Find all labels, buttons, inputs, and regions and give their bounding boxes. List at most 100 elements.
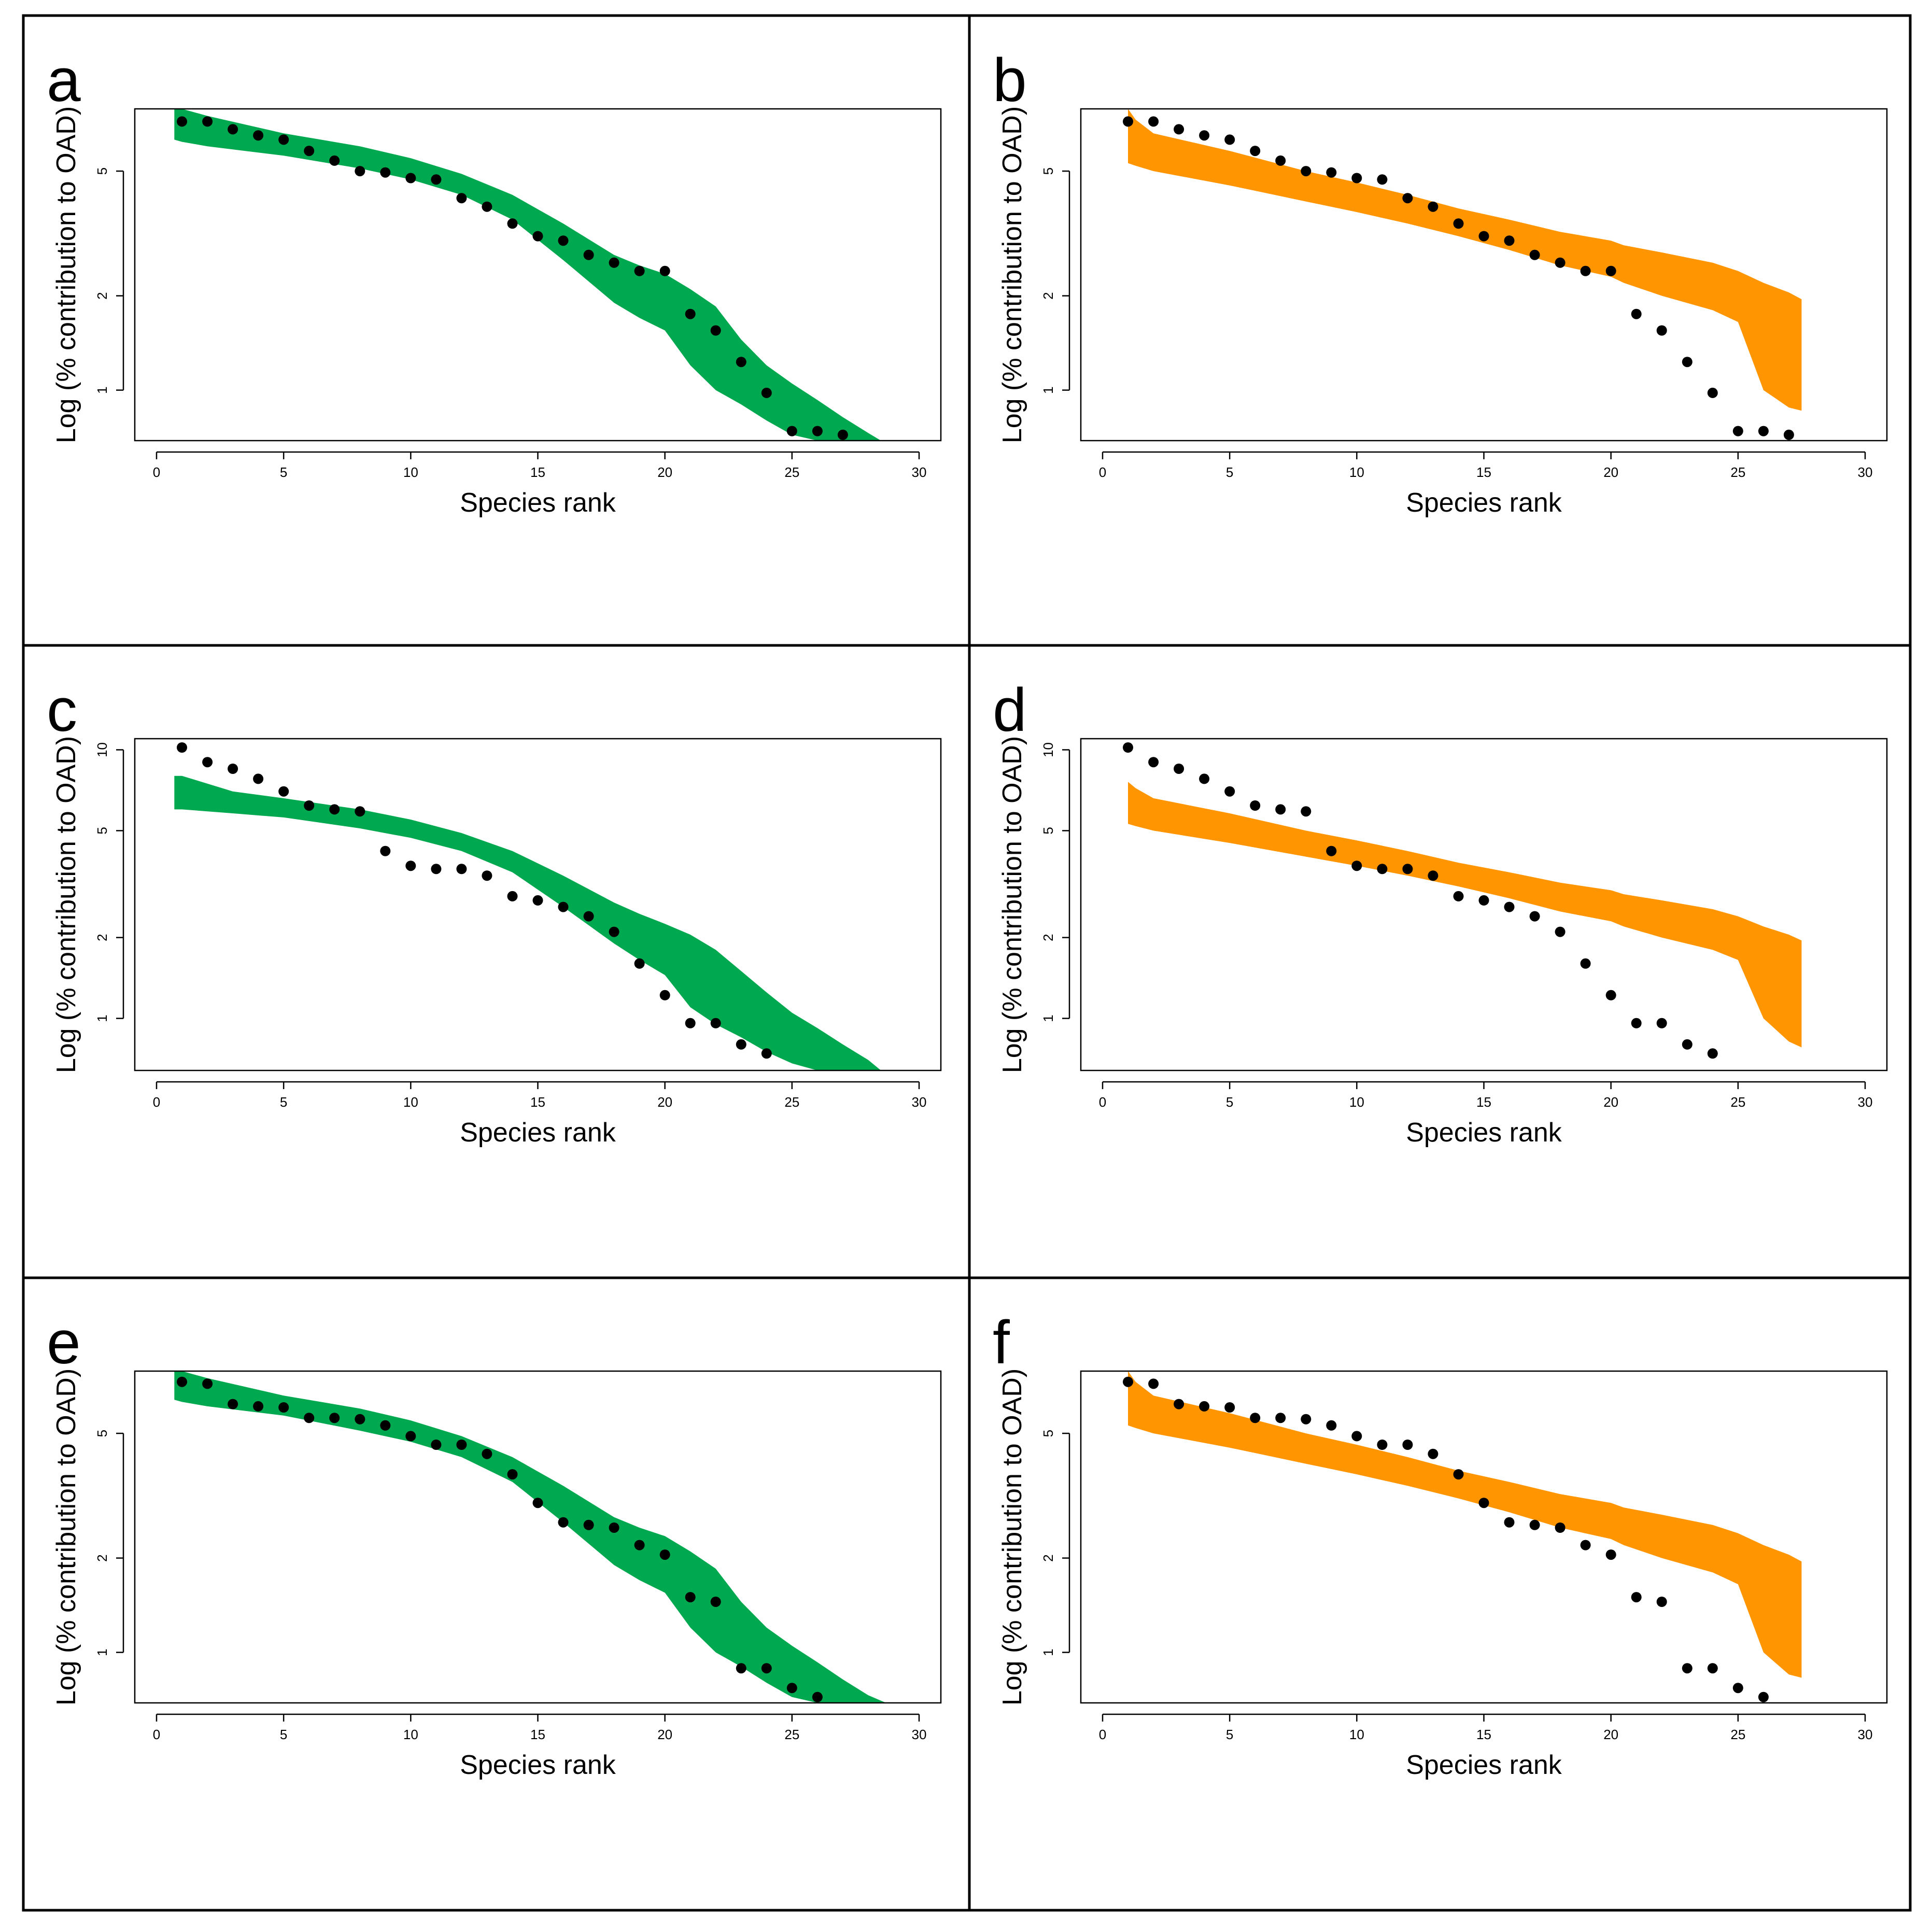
data-point bbox=[1605, 265, 1616, 276]
data-point bbox=[786, 1683, 797, 1694]
data-point bbox=[1478, 231, 1489, 242]
x-tick-label: 25 bbox=[784, 1094, 799, 1110]
x-tick-label: 0 bbox=[153, 464, 160, 480]
data-point bbox=[1453, 218, 1464, 229]
data-point bbox=[659, 1549, 670, 1560]
data-point bbox=[558, 1517, 569, 1528]
data-point bbox=[1123, 1376, 1133, 1387]
x-tick-label: 30 bbox=[1858, 464, 1873, 480]
data-point bbox=[1224, 134, 1235, 145]
data-point bbox=[1707, 387, 1718, 398]
x-tick-label: 20 bbox=[1603, 1094, 1618, 1110]
data-point bbox=[1656, 1597, 1667, 1607]
x-tick-label: 0 bbox=[153, 1094, 160, 1110]
panel-letter: d bbox=[993, 676, 1027, 744]
y-tick-label: 2 bbox=[94, 292, 110, 299]
x-tick-label: 20 bbox=[657, 1727, 672, 1742]
y-tick-label: 5 bbox=[94, 1430, 110, 1437]
data-point bbox=[710, 1597, 721, 1607]
y-tick-label: 5 bbox=[1040, 1430, 1056, 1437]
data-point bbox=[1377, 864, 1388, 875]
x-tick-label: 20 bbox=[657, 1094, 672, 1110]
data-point bbox=[634, 958, 645, 969]
y-tick-label: 1 bbox=[1040, 386, 1056, 393]
panel-letter: a bbox=[47, 46, 81, 115]
x-axis-title: Species rank bbox=[1406, 488, 1562, 518]
y-tick-label: 10 bbox=[94, 742, 110, 757]
x-tick-label: 0 bbox=[1099, 464, 1106, 480]
data-point bbox=[1732, 426, 1743, 436]
x-tick-label: 15 bbox=[530, 464, 545, 480]
data-point bbox=[1631, 1018, 1642, 1028]
y-axis-title: Log (% contribution to OAD) bbox=[51, 736, 81, 1073]
data-point bbox=[532, 895, 543, 906]
x-tick-label: 25 bbox=[784, 464, 799, 480]
data-point bbox=[1174, 764, 1184, 774]
envelope-band bbox=[174, 775, 881, 1070]
plot-area-box bbox=[1080, 108, 1888, 442]
data-point bbox=[1656, 1018, 1667, 1028]
data-point bbox=[1250, 1413, 1261, 1423]
data-point bbox=[1555, 257, 1566, 268]
data-point bbox=[1199, 130, 1210, 141]
data-point bbox=[1453, 891, 1464, 901]
data-point bbox=[1377, 1440, 1388, 1450]
data-point bbox=[355, 1414, 365, 1425]
x-tick-label: 15 bbox=[530, 1094, 545, 1110]
data-point bbox=[634, 1540, 645, 1550]
data-point bbox=[1605, 1549, 1616, 1560]
y-tick-label: 1 bbox=[94, 1648, 110, 1656]
data-point bbox=[710, 1018, 721, 1028]
data-point bbox=[228, 764, 238, 774]
y-tick-label: 5 bbox=[1040, 827, 1056, 834]
data-point bbox=[380, 1420, 391, 1431]
data-point bbox=[329, 155, 340, 166]
data-point bbox=[456, 1440, 467, 1450]
envelope-band bbox=[174, 109, 881, 441]
data-point bbox=[1250, 800, 1261, 811]
x-tick-label: 10 bbox=[403, 1094, 418, 1110]
data-point bbox=[1580, 1540, 1591, 1550]
x-tick-label: 15 bbox=[1476, 1094, 1491, 1110]
data-point bbox=[685, 1018, 696, 1028]
data-point bbox=[558, 901, 569, 912]
data-point bbox=[1351, 173, 1362, 184]
x-axis-title: Species rank bbox=[460, 1118, 616, 1148]
x-tick-label: 5 bbox=[280, 1727, 287, 1742]
x-tick-label: 25 bbox=[1730, 464, 1745, 480]
y-tick-label: 1 bbox=[94, 1014, 110, 1022]
data-point bbox=[380, 845, 391, 856]
x-tick-label: 10 bbox=[403, 1727, 418, 1742]
x-tick-label: 5 bbox=[1226, 1094, 1233, 1110]
y-tick-label: 1 bbox=[94, 386, 110, 393]
y-axis-title: Log (% contribution to OAD) bbox=[997, 106, 1027, 443]
data-point bbox=[1428, 201, 1439, 212]
y-tick-label: 2 bbox=[1040, 1554, 1056, 1561]
x-tick-label: 30 bbox=[1858, 1727, 1873, 1742]
panel-letter: c bbox=[47, 676, 77, 744]
x-tick-label: 30 bbox=[912, 1094, 927, 1110]
data-point bbox=[1250, 146, 1261, 157]
data-point bbox=[1402, 193, 1413, 204]
plot-area-box bbox=[134, 108, 942, 442]
data-point bbox=[609, 926, 619, 937]
y-tick-label: 10 bbox=[1040, 742, 1056, 757]
data-point bbox=[1529, 249, 1540, 260]
data-point bbox=[1631, 308, 1642, 319]
data-point bbox=[202, 757, 213, 768]
data-point bbox=[609, 257, 619, 268]
x-axis-title: Species rank bbox=[460, 488, 616, 518]
data-point bbox=[1275, 1413, 1286, 1423]
data-point bbox=[1656, 325, 1667, 336]
data-point bbox=[1529, 911, 1540, 922]
envelope-band bbox=[1128, 1371, 1802, 1678]
data-point bbox=[583, 911, 594, 922]
data-point bbox=[278, 134, 289, 145]
x-tick-label: 20 bbox=[1603, 1727, 1618, 1742]
data-point bbox=[1504, 901, 1515, 912]
y-axis-title: Log (% contribution to OAD) bbox=[51, 1369, 81, 1705]
data-point bbox=[558, 235, 569, 246]
data-point bbox=[1148, 757, 1159, 768]
